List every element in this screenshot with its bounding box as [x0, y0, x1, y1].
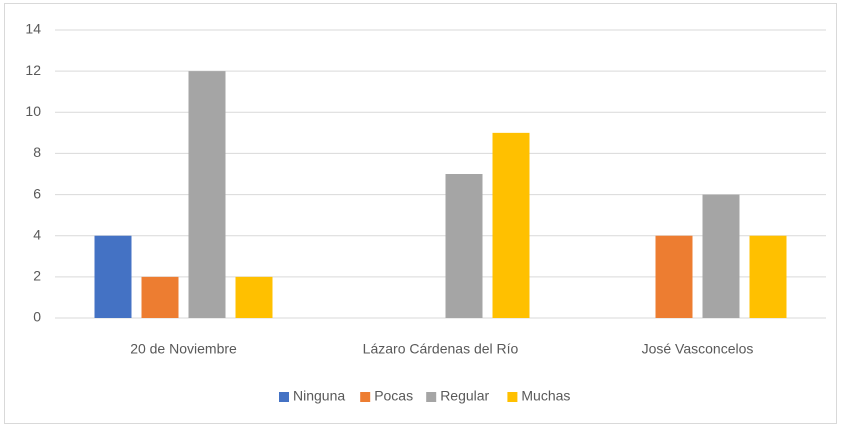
bar [702, 194, 740, 318]
y-tick-label: 0 [33, 309, 41, 325]
legend-swatch [279, 392, 289, 402]
y-tick-label: 8 [33, 144, 41, 160]
legend-swatch [360, 392, 371, 402]
y-tick-label: 14 [25, 21, 41, 37]
bar [141, 276, 179, 318]
legend-swatch [507, 392, 518, 402]
y-tick-label: 10 [25, 103, 41, 119]
bar [188, 71, 226, 319]
y-tick-label: 6 [33, 185, 41, 201]
y-tick-label: 2 [33, 268, 41, 284]
legend-label: Pocas [374, 388, 413, 404]
legend-label: Ninguna [293, 388, 345, 404]
x-tick-label: José Vasconcelos [642, 341, 754, 357]
bar [749, 235, 787, 318]
y-tick-label: 12 [25, 62, 41, 78]
x-tick-label: 20 de Noviembre [130, 341, 237, 357]
legend-label: Regular [440, 388, 489, 404]
bar [655, 235, 693, 318]
legend-swatch [426, 392, 437, 402]
chart-border [4, 3, 837, 424]
bar [445, 174, 483, 318]
x-tick-label: Lázaro Cárdenas del Río [363, 341, 519, 357]
y-tick-label: 4 [33, 226, 41, 242]
bar [492, 132, 530, 318]
bar [235, 276, 273, 318]
legend-label: Muchas [521, 388, 570, 404]
bar [94, 235, 132, 318]
